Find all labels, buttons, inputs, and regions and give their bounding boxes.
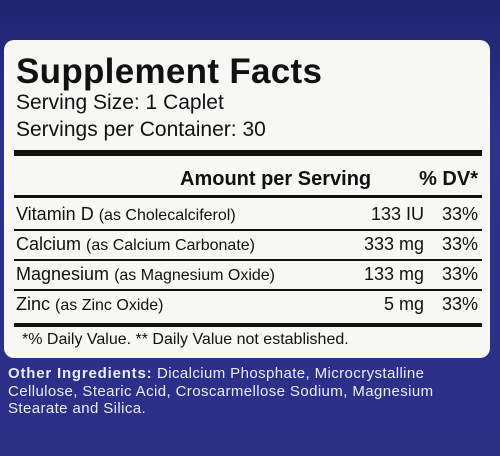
amount: 133 IU (370, 204, 424, 224)
nutrient-name: Calcium (16, 234, 82, 254)
nutrient: Calcium (as Calcium Carbonate) (16, 234, 255, 255)
facts-panel: Supplement Facts Serving Size: 1 Caplet … (4, 40, 490, 358)
nutrient-row: Calcium (as Calcium Carbonate) 333 mg 33% (14, 231, 482, 258)
daily-value: 33% (441, 234, 478, 254)
daily-value: 33% (441, 294, 478, 314)
footnote: *% Daily Value. ** Daily Value not estab… (22, 331, 349, 348)
title: Supplement Facts (16, 52, 323, 91)
nutrient-name: Vitamin D (16, 204, 94, 224)
row-rule (14, 229, 482, 231)
row-rule (14, 259, 482, 261)
thick-rule (14, 150, 482, 156)
nutrient-source: (as Magnesium Oxide) (114, 267, 276, 284)
serving-size: Serving Size: 1 Caplet (16, 91, 224, 114)
nutrient-row: Vitamin D (as Cholecalciferol) 133 IU 33% (14, 201, 482, 228)
servings-per-container: Servings per Container: 30 (16, 118, 266, 141)
other-label: Other Ingredients: (8, 365, 153, 382)
rule (14, 195, 482, 198)
nutrient-source: (as Cholecalciferol) (98, 207, 236, 224)
column-header: Amount per Serving (180, 168, 372, 190)
daily-value: 33% (441, 264, 478, 284)
nutrient: Magnesium (as Magnesium Oxide) (16, 264, 275, 285)
nutrient-row: Magnesium (as Magnesium Oxide) 133 mg 33% (14, 261, 482, 288)
nutrient-name: Zinc (16, 294, 51, 314)
nutrient-row: Zinc (as Zinc Oxide) 5 mg 33% (14, 291, 482, 318)
daily-value: 33% (441, 204, 478, 224)
nutrient-source: (as Zinc Oxide) (55, 297, 164, 314)
row-rule (14, 289, 482, 291)
amount: 5 mg (383, 294, 424, 314)
nutrient: Zinc (as Zinc Oxide) (16, 294, 164, 315)
amount: 333 mg (363, 234, 424, 254)
column-header: % DV* (419, 168, 478, 190)
other-ingredients: Other Ingredients: Dicalcium Phosphate, … (8, 365, 492, 418)
nutrient: Vitamin D (as Cholecalciferol) (16, 204, 236, 225)
thick-rule (14, 323, 482, 327)
other-text: Dicalcium Phosphate, Microcrystalline Ce… (8, 365, 434, 417)
amount: 133 mg (363, 264, 424, 284)
nutrient-source: (as Calcium Carbonate) (86, 237, 255, 254)
nutrient-name: Magnesium (16, 264, 110, 284)
